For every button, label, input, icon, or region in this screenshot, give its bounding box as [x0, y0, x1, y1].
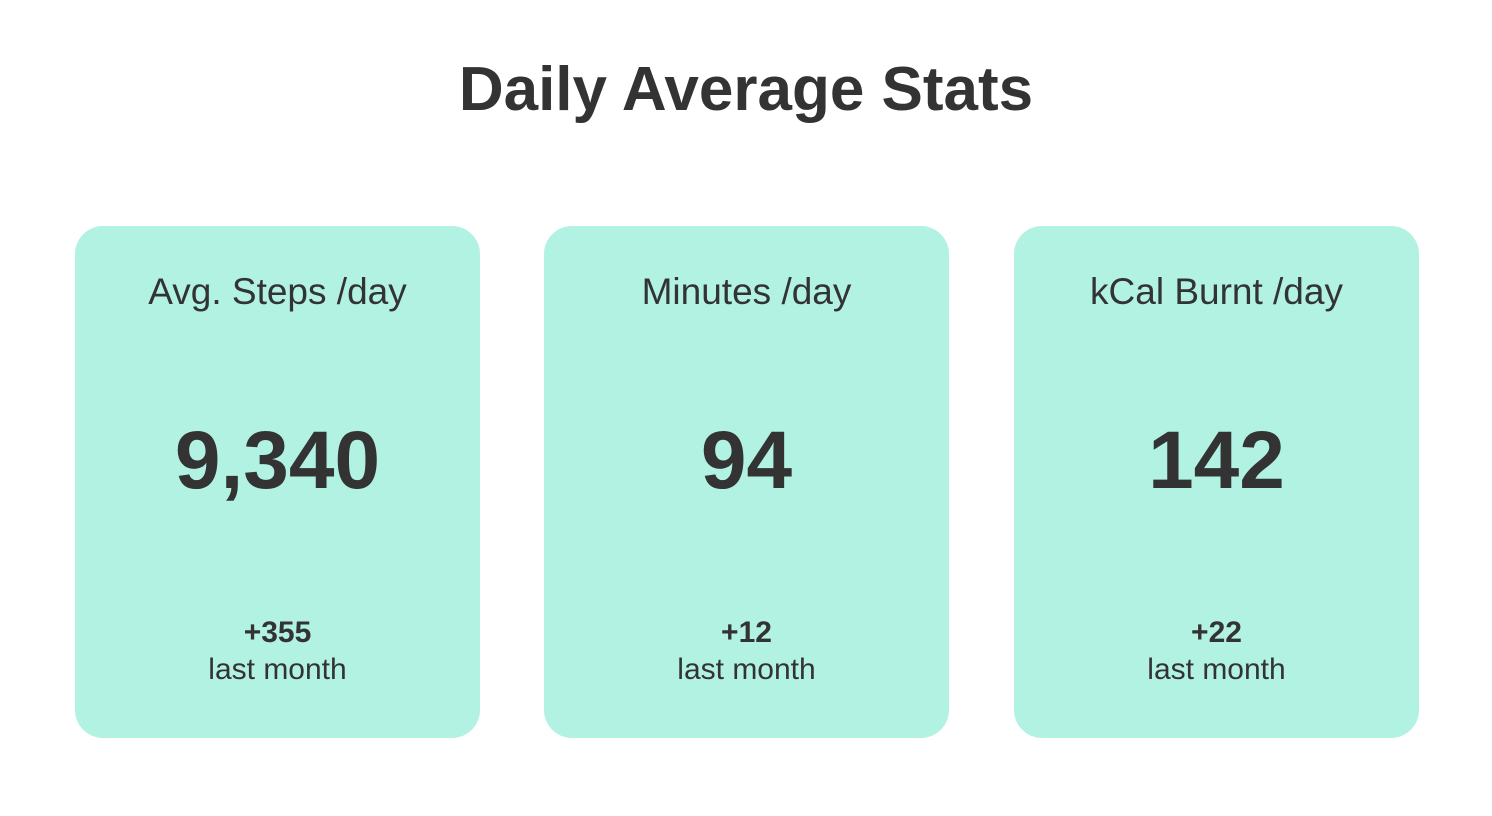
stat-card-period: last month [1147, 653, 1286, 686]
stat-card-period: last month [677, 653, 816, 686]
stat-card-label: Minutes /day [641, 271, 852, 312]
stat-card-value: 9,340 [174, 415, 381, 506]
stat-card-change: +355 [243, 616, 312, 649]
stat-card-label: Avg. Steps /day [148, 271, 407, 312]
stats-cards: Avg. Steps /day 9,340 +355 last month Mi… [75, 226, 1419, 738]
stat-card-period: last month [208, 653, 347, 686]
stat-card-steps: Avg. Steps /day 9,340 +355 last month [75, 226, 480, 738]
stat-card-label: kCal Burnt /day [1090, 271, 1343, 312]
stat-card-change: +22 [1191, 616, 1242, 649]
page-title: Daily Average Stats [458, 55, 1034, 124]
stat-card-value: 94 [700, 415, 793, 506]
stat-card-value: 142 [1148, 415, 1285, 506]
stat-card-kcal: kCal Burnt /day 142 +22 last month [1014, 226, 1419, 738]
stat-card-change: +12 [721, 616, 772, 649]
stat-card-minutes: Minutes /day 94 +12 last month [544, 226, 949, 738]
